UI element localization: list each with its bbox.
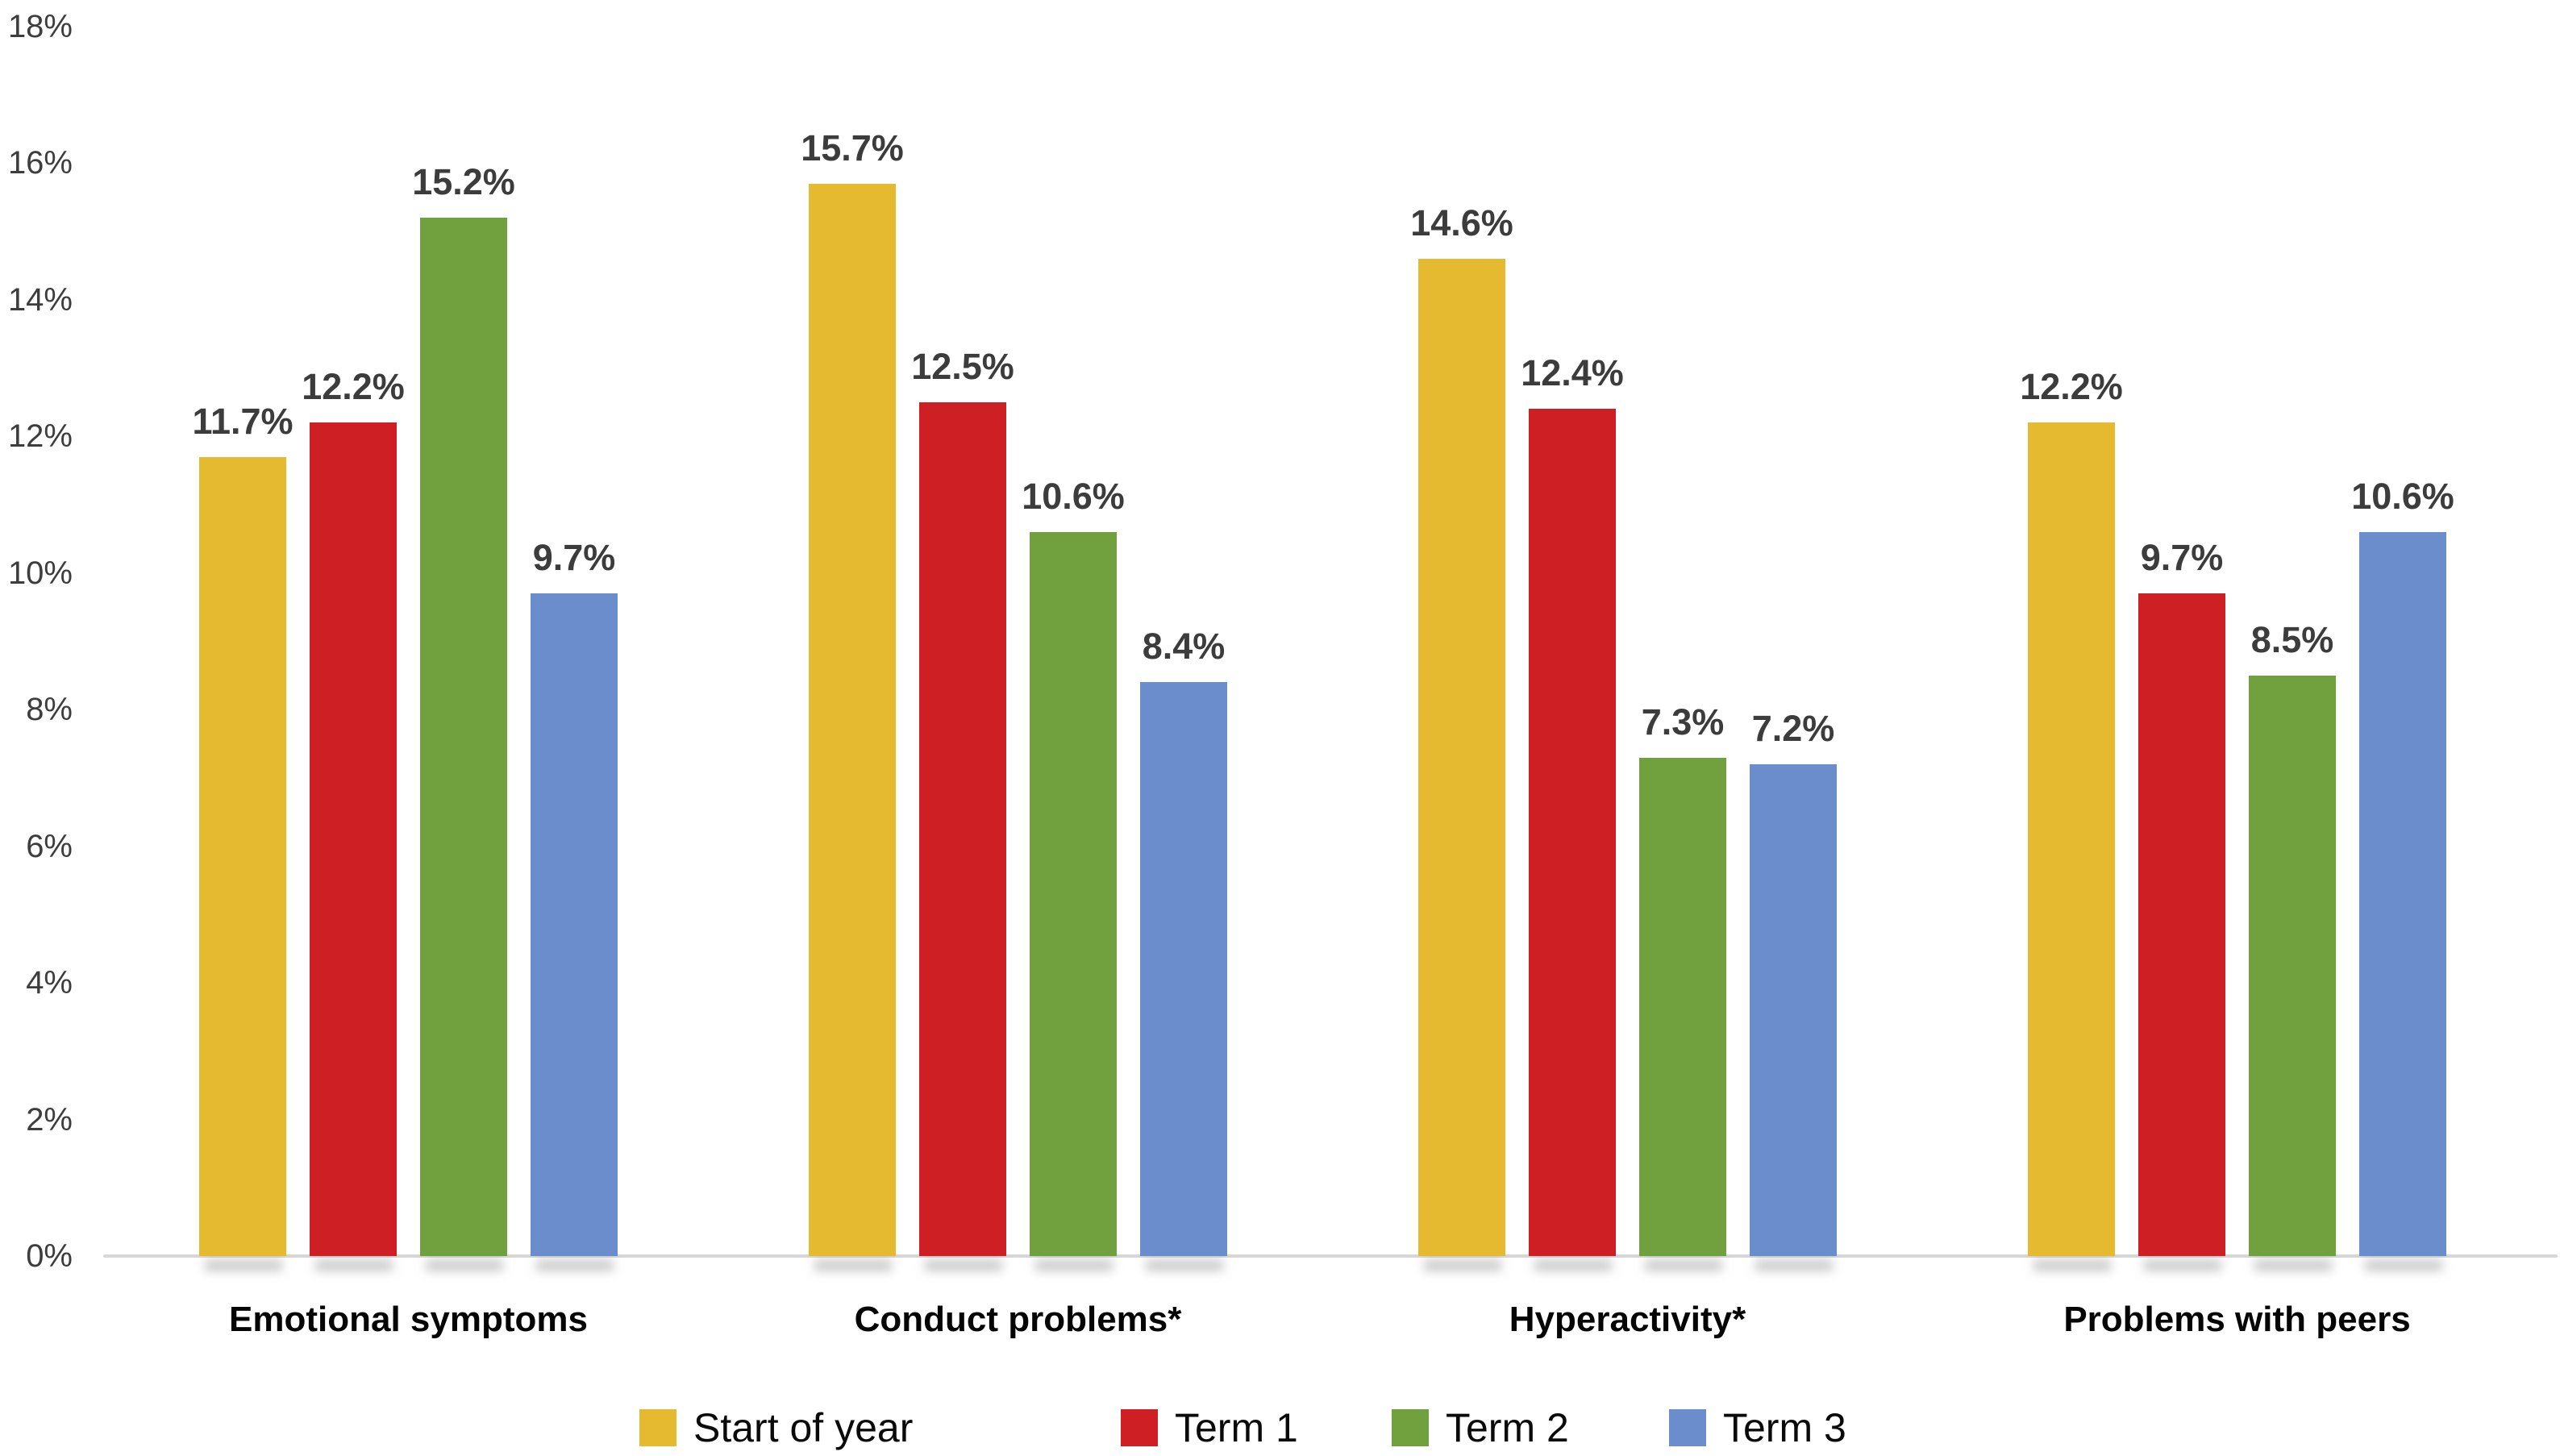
bar-term-2 [1639,757,1726,1256]
bar-term-2 [420,218,507,1256]
bar-term-1 [1529,409,1616,1256]
bar-term-3 [531,593,618,1256]
bar-value-label: 15.7% [801,127,904,168]
bar-value-label: 9.7% [2140,537,2224,579]
bar-shadow [2254,1259,2332,1271]
bar-value-label: 7.2% [1751,708,1835,749]
bar-term-3 [1750,764,1837,1256]
legend-label: Term 1 [1175,1405,1298,1450]
y-tick-label: 2% [26,1101,73,1138]
legend-item-term-3: Term 3 [1669,1407,1846,1449]
bar-shadow [1645,1259,1722,1271]
bar-value-label: 10.6% [2351,475,2454,517]
y-tick-label: 12% [7,418,73,455]
category-label: Problems with peers [2063,1300,2411,1339]
legend-label: Term 2 [1446,1405,1569,1450]
legend-item-term-1: Term 1 [1121,1407,1298,1449]
y-tick-label: 10% [7,555,73,591]
bar-value-label: 15.2% [412,161,515,203]
category-label: Emotional symptoms [229,1300,588,1339]
bar-value-label: 11.7% [192,400,293,442]
category-label: Hyperactivity* [1509,1300,1746,1339]
legend-swatch [1669,1409,1706,1446]
bar-term-1 [2138,593,2225,1256]
legend-item-start-of-year: Start of year [639,1407,913,1449]
y-tick-label: 18% [7,9,73,44]
bar-shadow [2144,1259,2221,1271]
legend-swatch [639,1409,676,1446]
bar-shadow [925,1259,1002,1271]
bar-value-label: 8.5% [2250,618,2334,660]
y-tick-label: 8% [26,692,73,728]
bar-value-label: 12.2% [302,366,405,408]
bar-shadow [1424,1259,1501,1271]
bar-value-label: 10.6% [1022,475,1125,517]
bar-term-2 [1030,531,1117,1256]
bar-value-label: 12.2% [2020,366,2123,408]
bar-start-of-year [2028,422,2115,1256]
bar-value-label: 9.7% [532,537,616,579]
legend-swatch [1392,1409,1429,1446]
bar-term-1 [310,422,397,1256]
x-axis-line [103,1254,2558,1258]
legend-swatch [1121,1409,1158,1446]
bar-shadow [2365,1259,2442,1271]
y-tick-label: 6% [26,828,73,864]
bar-term-3 [2359,531,2446,1256]
bar-value-label: 12.5% [911,345,1014,387]
bar-shadow [315,1259,393,1271]
y-tick-label: 16% [7,145,73,181]
bar-term-3 [1140,682,1227,1256]
bar-shadow [536,1259,614,1271]
bar-value-label: 14.6% [1410,202,1513,244]
bar-shadow [1146,1259,1223,1271]
bar-start-of-year [1418,259,1505,1256]
y-tick-label: 0% [26,1238,73,1274]
bar-shadow [814,1259,892,1271]
bar-shadow [1755,1259,1833,1271]
legend-label: Term 3 [1723,1405,1846,1450]
y-tick-label: 14% [7,281,73,318]
bar-shadow [1035,1259,1113,1271]
legend-label: Start of year [693,1405,914,1450]
bar-value-label: 8.4% [1142,626,1226,668]
bar-shadow [205,1259,282,1271]
bar-term-1 [919,401,1006,1256]
y-tick-label: 4% [26,965,73,1001]
bar-start-of-year [199,456,286,1256]
bar-value-label: 7.3% [1641,701,1725,743]
bar-shadow [1534,1259,1612,1271]
category-label: Conduct problems* [854,1300,1182,1339]
bar-shadow [2033,1259,2111,1271]
bar-value-label: 12.4% [1521,352,1624,394]
bar-term-2 [2249,675,2336,1256]
legend-item-term-2: Term 2 [1392,1407,1569,1449]
bar-start-of-year [809,183,896,1256]
bar-shadow [426,1259,503,1271]
